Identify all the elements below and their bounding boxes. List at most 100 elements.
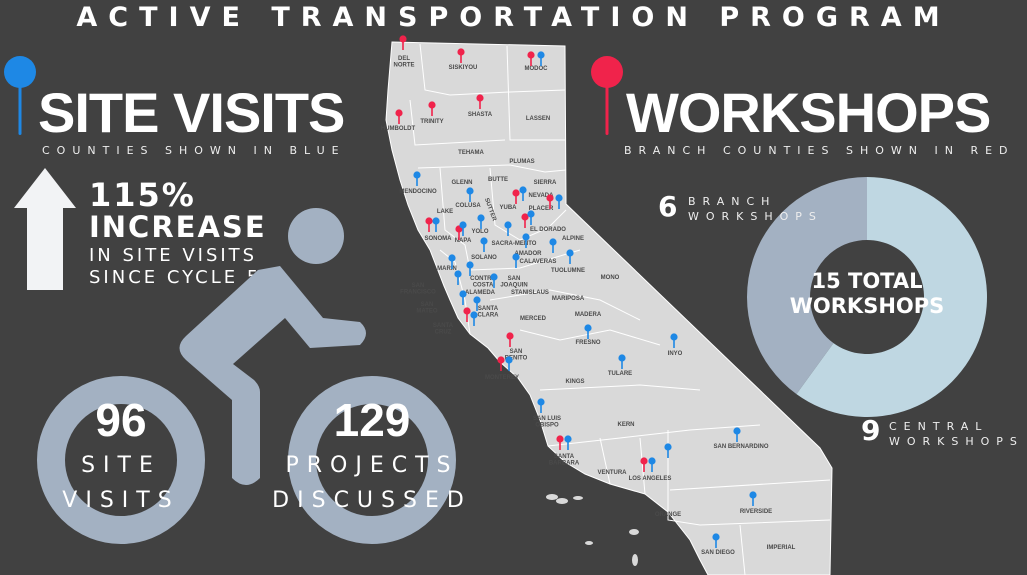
central-label-1: CENTRAL — [889, 420, 989, 433]
workshop-pin-icon — [476, 94, 484, 109]
red-pin-icon — [591, 56, 623, 135]
increase-line2: SINCE CYCLE 5 — [89, 267, 262, 288]
county-label: KINGS — [565, 379, 584, 385]
workshop-pin-icon — [506, 332, 514, 347]
county-label: KERN — [617, 422, 634, 428]
branch-label-1: BRANCH — [688, 195, 777, 208]
county-label: VENTURA — [597, 470, 627, 476]
county-label: STANISLAUS — [511, 290, 549, 296]
site-visit-pin-icon — [566, 249, 574, 264]
site-visit-pin-icon — [466, 261, 474, 276]
site-visit-pin-icon — [470, 311, 478, 326]
county-label: COLUSA — [455, 203, 481, 209]
site-visit-pin-icon — [512, 253, 520, 268]
workshop-pin-icon — [640, 457, 648, 472]
county-label: SANTA CLARA — [478, 306, 500, 319]
site-visit-pin-icon — [480, 237, 488, 252]
site-visit-pin-icon — [448, 254, 456, 269]
workshop-pin-icon — [497, 356, 505, 371]
site-visit-pin-icon — [712, 533, 720, 548]
county-label: TRINITY — [420, 119, 443, 125]
site-visit-pin-icon — [648, 457, 656, 472]
increase-line1: IN SITE VISITS — [89, 245, 258, 266]
site-visit-pin-icon — [555, 194, 563, 209]
site-visit-pin-icon — [459, 290, 467, 305]
site-visit-pin-icon — [670, 333, 678, 348]
county-label: RIVERSIDE — [740, 509, 772, 515]
workshop-pin-icon — [428, 101, 436, 116]
county-label: SAN MATEO — [416, 302, 438, 315]
workshop-pin-icon — [399, 35, 407, 50]
workshop-pin-icon — [425, 217, 433, 232]
workshop-pin-icon — [546, 194, 554, 209]
county-label: NEVADA — [529, 193, 555, 199]
workshop-pin-icon — [527, 51, 535, 66]
site-visit-pin-icon — [505, 356, 513, 371]
site-visit-pin-icon — [473, 296, 481, 311]
increase-value: 115% — [89, 176, 196, 214]
county-label: MONO — [601, 275, 620, 281]
county-label: MODOC — [525, 66, 549, 72]
site-visit-pin-icon — [504, 221, 512, 236]
county-label: SACRA-MENTO — [492, 241, 537, 247]
county-label: MENDOCINO — [399, 189, 437, 195]
channel-islands — [546, 494, 639, 566]
county-label: SISKIYOU — [449, 65, 478, 71]
branch-label-2: WORKSHOPS — [688, 210, 823, 223]
site-visit-pin-icon — [522, 233, 530, 248]
county-label: ORANGE — [655, 512, 681, 518]
county-label: SAN FRANCISCO — [400, 283, 436, 296]
increase-label: INCREASE — [89, 210, 267, 244]
projects-label-1: PROJECTS — [285, 453, 459, 478]
site-visit-pin-icon — [749, 491, 757, 506]
site-visits-heading: SITE VISITS — [38, 81, 345, 144]
workshops-subheading: BRANCH COUNTIES SHOWN IN RED — [624, 144, 1015, 157]
site-visit-pin-icon — [454, 270, 462, 285]
county-label: SONOMA — [425, 236, 453, 242]
blue-pin-icon — [4, 56, 36, 135]
county-label: MARIPOSA — [552, 296, 585, 302]
county-label: BUTTE — [488, 177, 508, 183]
site-visits-subheading: COUNTIES SHOWN IN BLUE — [42, 144, 346, 157]
site-visits-count: 96 — [95, 394, 147, 446]
county-label: SAN LUIS OBISPO — [533, 416, 561, 429]
county-label: SOLANO — [471, 255, 497, 261]
county-label: MERCED — [520, 316, 547, 322]
site-visit-pin-icon — [477, 214, 485, 229]
bicycle-rider-icon — [37, 208, 456, 544]
county-label: MONTEREY — [485, 375, 519, 381]
site-visits-label-2: VISITS — [62, 488, 180, 513]
site-visit-pin-icon — [618, 354, 626, 369]
donut-slice-central — [796, 177, 987, 417]
county-label: HUMBOLDT — [381, 126, 416, 132]
county-label: LOS ANGELES — [629, 476, 672, 482]
site-visit-pin-icon — [537, 51, 545, 66]
workshop-pin-icon — [463, 307, 471, 322]
county-borders — [409, 43, 831, 575]
site-visit-pin-icon — [549, 238, 557, 253]
county-label: ALPINE — [562, 236, 584, 242]
california-outline — [385, 41, 833, 575]
workshops-donut-chart — [747, 177, 987, 417]
workshop-pin-icon — [395, 109, 403, 124]
county-label: NAPA — [455, 238, 472, 244]
site-visit-pin-icon — [413, 171, 421, 186]
workshop-pin-icon — [457, 48, 465, 63]
site-visit-pin-icon — [527, 210, 535, 225]
county-label: SANTA BARBARA — [549, 454, 580, 467]
county-label: PLACER — [529, 206, 554, 212]
county-label: SIERRA — [534, 180, 557, 186]
site-visit-pin-icon — [519, 186, 527, 201]
site-visit-pin-icon — [490, 273, 498, 288]
page-title: ACTIVE TRANSPORTATION PROGRAM — [76, 2, 951, 33]
arrow-up-icon — [14, 168, 76, 290]
county-label: CONTRA COSTA — [470, 276, 496, 289]
county-label: IMPERIAL — [767, 545, 796, 551]
county-label: TEHAMA — [458, 150, 484, 156]
county-label: SHASTA — [468, 112, 493, 118]
county-label: DEL NORTE — [394, 56, 415, 69]
county-label: SAN BENITO — [505, 349, 528, 362]
site-visit-pin-icon — [564, 435, 572, 450]
county-label: SAN JOAQUIN — [500, 276, 527, 289]
donut-total-line2: WORKSHOPS — [789, 294, 945, 318]
